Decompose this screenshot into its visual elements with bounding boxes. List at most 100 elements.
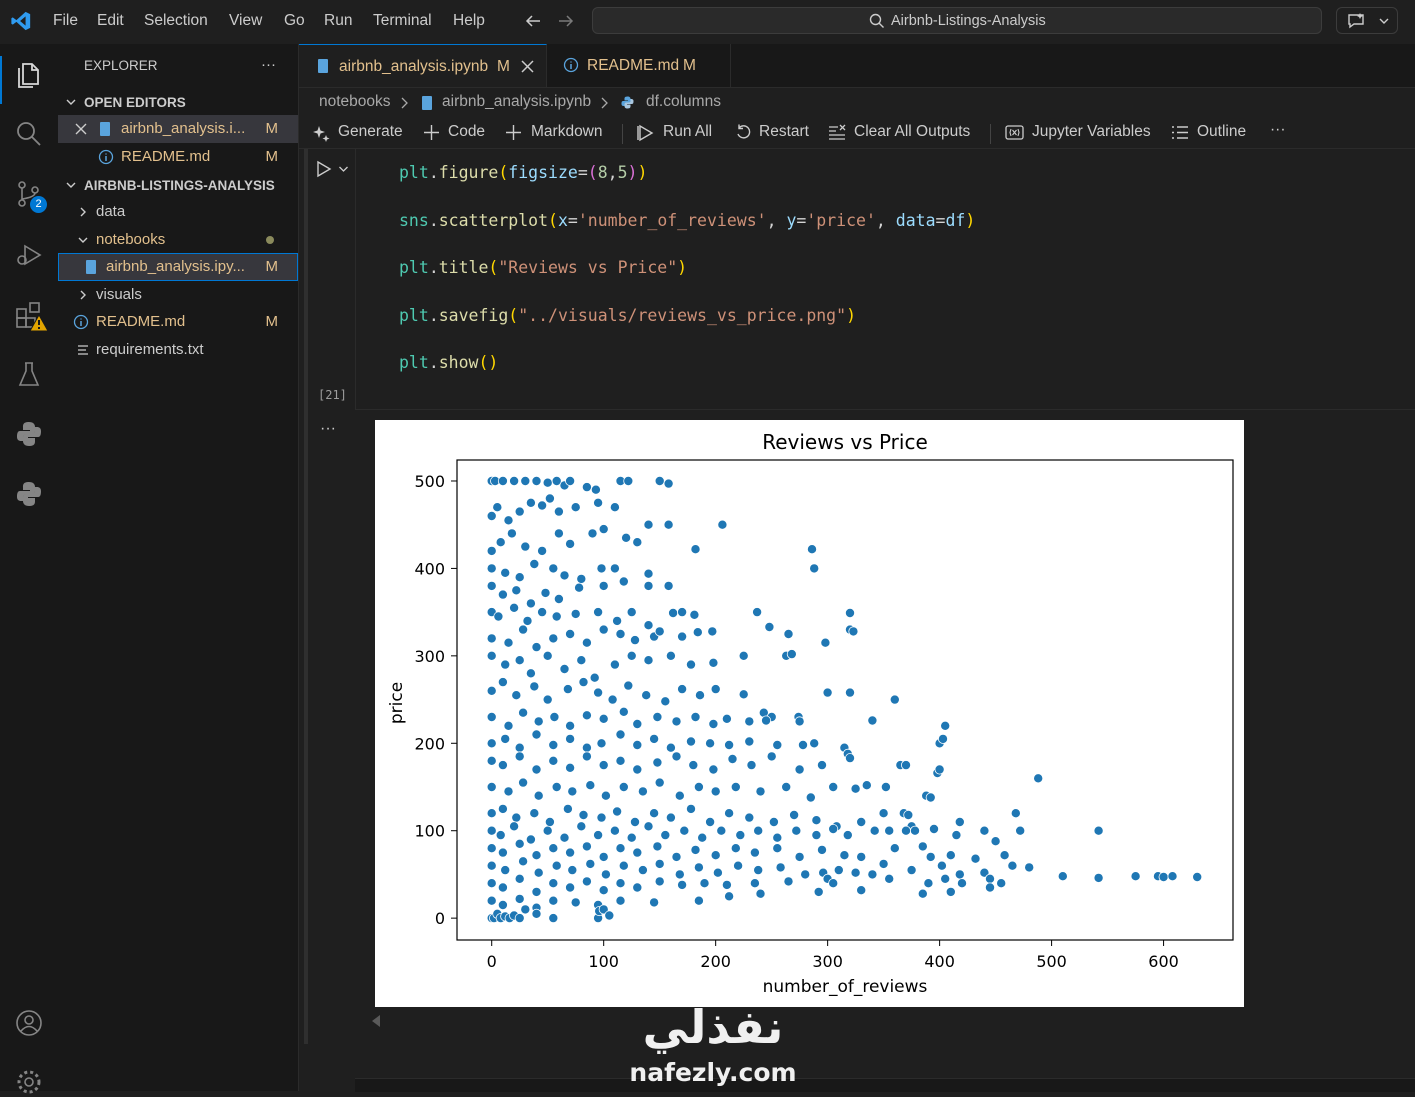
data-point xyxy=(755,888,766,899)
chat-sparkle-icon xyxy=(1348,13,1364,29)
data-point xyxy=(985,873,996,884)
data-point xyxy=(643,519,654,530)
menu-view[interactable]: View xyxy=(229,12,263,29)
generate-button[interactable]: Generate xyxy=(338,123,403,140)
run-all-button[interactable]: Run All xyxy=(663,123,713,140)
data-point xyxy=(629,635,640,646)
command-center[interactable]: Airbnb-Listings-Analysis xyxy=(592,7,1322,34)
data-point xyxy=(500,733,511,744)
data-point xyxy=(749,878,760,889)
data-point xyxy=(733,860,744,871)
menu-terminal[interactable]: Terminal xyxy=(373,12,432,29)
tree-folder-visuals[interactable]: visuals xyxy=(58,281,298,309)
data-point xyxy=(654,858,665,869)
toolbar-more-button[interactable]: ··· xyxy=(1270,121,1286,138)
data-point xyxy=(514,873,525,884)
chevron-down-icon xyxy=(66,182,76,188)
tab-readme[interactable]: README.md M xyxy=(547,44,731,87)
data-point xyxy=(576,821,587,832)
restart-button[interactable]: Restart xyxy=(759,123,809,140)
data-point xyxy=(738,650,749,661)
open-editors-header[interactable]: OPEN EDITORS xyxy=(58,88,298,116)
add-code-button[interactable]: Code xyxy=(448,123,486,140)
notebook-toolbar: Generate Code Markdown Run All Restart C… xyxy=(299,118,1415,149)
data-point xyxy=(511,812,522,823)
open-editor-item[interactable]: airbnb_analysis.i... M xyxy=(58,115,298,143)
project-header[interactable]: AIRBNB-LISTINGS-ANALYSIS xyxy=(58,171,298,199)
testing-flask-icon[interactable] xyxy=(14,359,44,389)
data-point xyxy=(525,668,536,679)
search-icon[interactable] xyxy=(14,119,44,149)
tab-notebook[interactable]: airbnb_analysis.ipynb M xyxy=(299,44,547,87)
watermark: نفذلي nafezly.com xyxy=(618,1000,808,1091)
x-axis-label: number_of_reviews xyxy=(763,977,928,997)
tree-folder-data[interactable]: data xyxy=(58,198,298,226)
data-point xyxy=(649,733,660,744)
y-tick-label: 300 xyxy=(414,647,445,666)
data-point xyxy=(692,627,703,638)
tree-file-readme[interactable]: README.md M xyxy=(58,308,298,336)
clear-all-outputs-button[interactable]: Clear All Outputs xyxy=(854,123,971,140)
copilot-button[interactable] xyxy=(1336,7,1398,34)
close-icon[interactable] xyxy=(521,60,534,73)
explorer-more-button[interactable]: ··· xyxy=(261,56,276,73)
menu-selection[interactable]: Selection xyxy=(144,12,208,29)
chevron-down-icon[interactable] xyxy=(338,164,349,174)
tree-file-requirements[interactable]: requirements.txt xyxy=(58,336,298,364)
modified-badge: M xyxy=(265,313,279,330)
code-cell-editor[interactable]: plt.figure(figsize=(8,5)) sns.scatterplo… xyxy=(355,149,1415,410)
data-point xyxy=(783,628,794,639)
data-point xyxy=(551,476,562,487)
tree-label: data xyxy=(96,203,126,220)
data-point xyxy=(486,563,497,574)
menu-help[interactable]: Help xyxy=(453,12,485,29)
close-icon[interactable] xyxy=(75,123,87,135)
data-point xyxy=(518,707,529,718)
menu-file[interactable]: File xyxy=(53,12,78,29)
data-point xyxy=(518,777,529,788)
data-point xyxy=(1007,860,1018,871)
data-point xyxy=(514,742,525,753)
data-point xyxy=(679,825,690,836)
python-icon[interactable] xyxy=(14,419,44,449)
source-control-icon[interactable] xyxy=(14,179,44,209)
data-point xyxy=(581,742,592,753)
python-environments-icon[interactable] xyxy=(14,479,44,509)
settings-gear-icon[interactable] xyxy=(14,1067,44,1097)
breadcrumb-folder[interactable]: notebooks xyxy=(319,93,391,110)
data-point xyxy=(1024,862,1035,873)
jupyter-variables-button[interactable]: Jupyter Variables xyxy=(1032,123,1151,140)
data-point xyxy=(537,545,548,556)
tree-folder-notebooks[interactable]: notebooks xyxy=(58,226,298,254)
breadcrumb-symbol[interactable]: df.columns xyxy=(646,93,721,110)
editor-tabs: airbnb_analysis.ipynb M README.md M xyxy=(299,44,1415,88)
scroll-left-arrow-icon[interactable] xyxy=(370,1014,382,1028)
open-editor-item[interactable]: README.md M xyxy=(58,143,298,171)
data-point xyxy=(649,897,660,908)
outline-button[interactable]: Outline xyxy=(1197,123,1247,140)
data-point xyxy=(945,886,956,897)
breadcrumb-file[interactable]: airbnb_analysis.ipynb xyxy=(442,93,592,110)
back-arrow-icon[interactable] xyxy=(524,12,542,30)
add-markdown-button[interactable]: Markdown xyxy=(531,123,603,140)
run-cell-icon[interactable] xyxy=(316,160,332,178)
data-point xyxy=(828,781,839,792)
data-point xyxy=(772,843,783,854)
tree-file-notebook[interactable]: airbnb_analysis.ipy... M xyxy=(58,253,298,281)
extensions-icon[interactable] xyxy=(14,300,44,330)
data-point xyxy=(486,808,497,819)
accounts-icon[interactable] xyxy=(14,1008,44,1038)
menu-go[interactable]: Go xyxy=(284,12,305,29)
explorer-icon[interactable] xyxy=(14,59,44,89)
run-debug-icon[interactable] xyxy=(14,240,44,270)
data-point xyxy=(514,893,525,904)
output-more-button[interactable]: ··· xyxy=(320,420,336,437)
x-tick-label: 200 xyxy=(700,952,731,971)
tab-modified-badge: M xyxy=(683,57,696,74)
menu-run[interactable]: Run xyxy=(324,12,353,29)
forward-arrow-icon[interactable] xyxy=(557,12,575,30)
menu-edit[interactable]: Edit xyxy=(97,12,124,29)
tree-label: README.md xyxy=(96,313,186,330)
text-file-icon xyxy=(78,345,88,355)
data-point xyxy=(565,476,576,487)
